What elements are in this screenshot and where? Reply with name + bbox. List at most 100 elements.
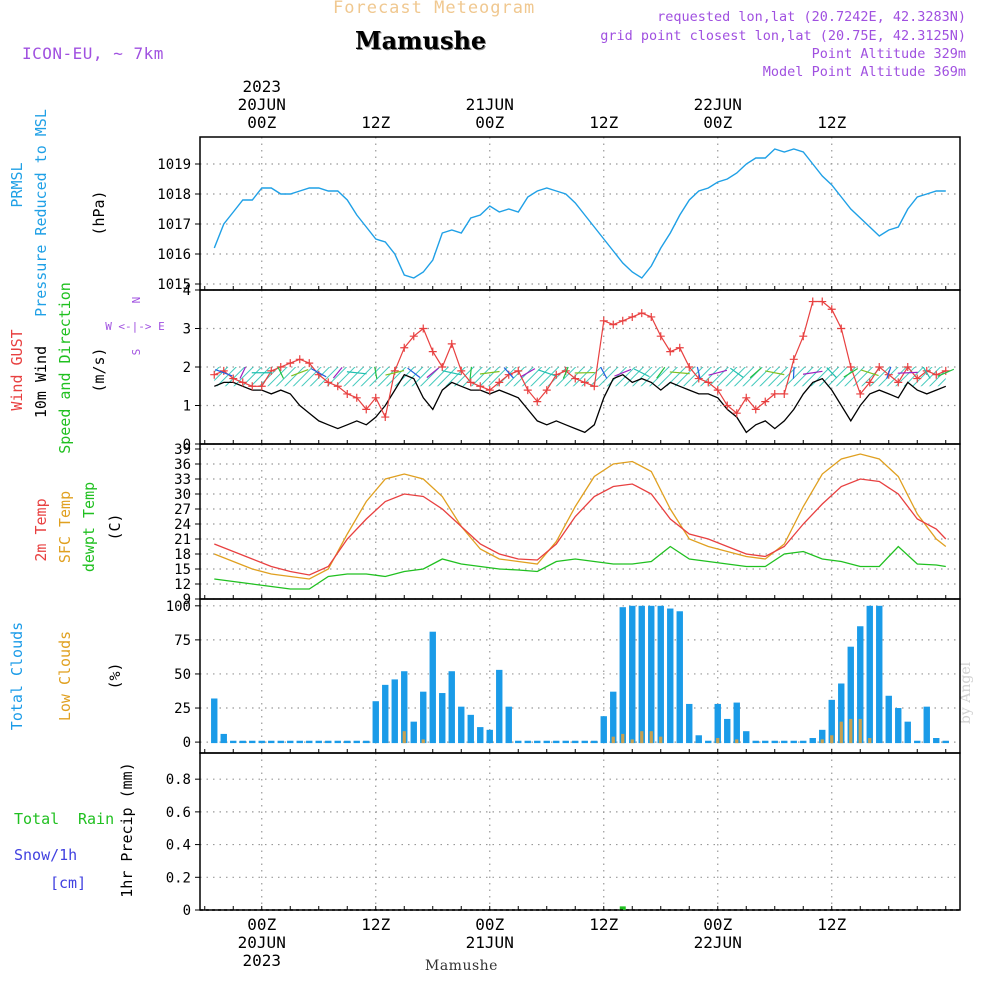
wind-direction-arrow — [374, 366, 378, 379]
wind-gust-marker — [533, 397, 542, 406]
compass-south: S — [130, 349, 143, 356]
total-cloud-bar — [714, 703, 721, 744]
total-cloud-bar — [258, 740, 265, 744]
total-cloud-bar — [477, 727, 484, 744]
wind-gust-marker — [409, 332, 418, 341]
wind-gust-marker — [438, 363, 447, 371]
wind-direction-arrow — [843, 367, 859, 378]
total-cloud-bar — [629, 605, 636, 744]
wind-direction-arrow — [291, 369, 309, 377]
wind-direction-arrow — [826, 367, 838, 379]
total-cloud-bar — [382, 684, 389, 744]
total-cloud-bar — [866, 605, 873, 744]
clouds-unit: (%) — [106, 662, 124, 689]
temp-unit: (C) — [106, 513, 124, 540]
total-cloud-bar — [344, 740, 351, 744]
y-tick-label: 1015 — [157, 277, 191, 293]
temp-label-2m: 2m Temp — [32, 498, 50, 561]
model-name: ICON-EU, ~ 7km — [22, 44, 164, 63]
y-tick-label: 21 — [174, 532, 191, 548]
total-cloud-bar — [885, 695, 892, 744]
y-tick-label: 30 — [174, 487, 191, 503]
wind-direction-arrow — [426, 367, 440, 379]
wind-gust-marker — [865, 378, 874, 387]
wind-gust-marker — [770, 389, 779, 398]
total-cloud-bar — [648, 605, 655, 744]
temp-label-sfc: SFC Temp — [56, 491, 74, 563]
wind-gust-marker — [618, 316, 627, 325]
total-cloud-bar — [838, 683, 845, 744]
wind-direction-arrow — [696, 366, 701, 379]
bottom-axis-label: 12Z — [361, 915, 390, 934]
wind-gust-marker — [799, 332, 808, 341]
low-cloud-bar — [421, 739, 425, 744]
wind-direction-arrow — [708, 369, 728, 376]
wind-gust-marker — [371, 393, 380, 402]
total-cloud-bar — [410, 721, 417, 744]
y-tick-label: 1018 — [157, 187, 191, 203]
temp-sfc-line — [214, 453, 947, 580]
bottom-axis-label: 12Z — [817, 915, 846, 934]
y-tick-label: 3 — [183, 322, 191, 338]
low-cloud-bar — [735, 739, 739, 744]
wind-direction-arrow — [669, 371, 690, 375]
y-tick-label: 0.6 — [166, 805, 191, 821]
wind-gust-marker — [647, 312, 656, 321]
footer-location: Mamushe — [425, 958, 498, 974]
total-cloud-bar — [752, 740, 759, 744]
bottom-axis-label: 00Z — [247, 915, 276, 934]
y-tick-label: 25 — [174, 701, 191, 717]
top-axis-label: 20JUN — [238, 95, 286, 114]
total-cloud-bar — [809, 738, 816, 744]
total-cloud-bar — [268, 740, 275, 744]
total-cloud-bar — [581, 740, 588, 744]
wind-gust-marker — [248, 382, 257, 391]
low-cloud-bar — [820, 739, 824, 744]
low-cloud-bar — [830, 735, 834, 744]
low-cloud-bar — [621, 733, 625, 744]
wind-direction-arrow — [503, 367, 514, 379]
low-cloud-bar — [849, 718, 853, 744]
y-tick-label: 1019 — [157, 157, 191, 173]
wind-gust-marker — [390, 366, 399, 375]
wind-gust-marker — [229, 374, 238, 383]
wind-gust-marker — [789, 355, 798, 364]
wind-gust-marker — [542, 386, 551, 395]
wind-gust-marker — [656, 332, 665, 341]
wind-direction-arrow — [311, 368, 327, 378]
total-cloud-bar — [686, 703, 693, 744]
wind-gust-line — [214, 300, 947, 419]
total-cloud-bar — [676, 611, 683, 744]
total-cloud-bar — [895, 708, 902, 744]
top-axis-label: 2023 — [242, 77, 281, 96]
y-tick-label: 27 — [174, 502, 191, 518]
total-cloud-bar — [420, 691, 427, 744]
total-cloud-bar — [287, 740, 294, 744]
wind-gust-marker — [742, 393, 751, 402]
wind-direction-arrow — [633, 368, 650, 378]
wind-direction-arrow — [407, 367, 421, 378]
wind-gust-marker — [675, 343, 684, 352]
wind-gust-marker — [903, 363, 912, 371]
low-cloud-bar — [716, 738, 720, 744]
bottom-axis-label: 2023 — [242, 951, 281, 970]
wind-label-10m: 10m Wind — [32, 346, 50, 418]
wind-gust-marker — [419, 324, 428, 333]
wind-gust-marker — [846, 363, 855, 371]
wind-gust-marker — [732, 409, 741, 418]
wind-gust-marker — [362, 405, 371, 414]
low-cloud-bar — [858, 718, 862, 744]
wind-gust-marker — [381, 413, 390, 422]
wind-label-speed-direction: Speed and Direction — [56, 282, 74, 454]
total-cloud-bar — [828, 699, 835, 744]
total-cloud-bar — [211, 698, 218, 744]
grid-point-coords: grid point closest lon,lat (20.75E, 42.3… — [600, 28, 966, 44]
clouds-label-low: Low Clouds — [56, 631, 74, 721]
y-tick-label: 1016 — [157, 247, 191, 263]
total-cloud-bar — [800, 740, 807, 744]
total-cloud-bar — [771, 740, 778, 744]
total-cloud-bar — [334, 740, 341, 744]
y-tick-label: 9 — [183, 592, 191, 608]
low-cloud-bar — [640, 731, 644, 744]
total-cloud-bar — [315, 740, 322, 744]
